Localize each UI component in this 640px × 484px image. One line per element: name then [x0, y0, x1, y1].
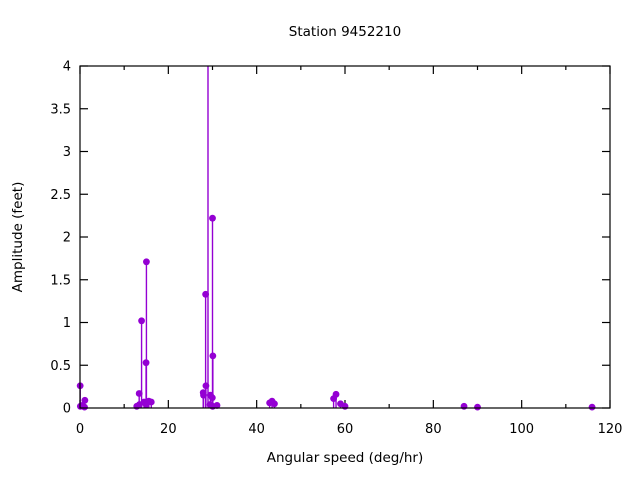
y-tick-label: 2.5 — [50, 188, 71, 203]
data-point — [213, 402, 221, 409]
data-point — [143, 258, 150, 266]
y-tick-label: 1 — [63, 316, 71, 331]
data-point — [147, 398, 155, 406]
x-tick-label: 60 — [337, 422, 354, 437]
axis-tick-labels: 0 20 40 60 80 100 120 0 0.5 1 1.5 2 2.5 3 3.5 4 — [50, 60, 622, 438]
data-point — [474, 403, 481, 411]
x-tick-label: 80 — [425, 422, 442, 437]
y-tick-label: 4 — [63, 60, 71, 75]
y-tick-label: 0.5 — [50, 359, 71, 374]
x-tick-label: 40 — [248, 422, 265, 437]
y-axis-label: Amplitude (feet) — [10, 182, 26, 293]
data-point — [271, 400, 278, 408]
x-tick-label: 20 — [160, 422, 177, 437]
plot-border — [79, 65, 611, 409]
data-point — [588, 403, 596, 411]
data-point — [138, 317, 145, 325]
x-axis-label: Angular speed (deg/hr) — [267, 450, 424, 466]
y-tick-label: 3.5 — [50, 102, 71, 117]
x-tick-label: 120 — [598, 422, 623, 437]
data-point — [460, 402, 468, 410]
y-tick-label: 2 — [63, 231, 71, 246]
x-tick-label: 0 — [76, 422, 84, 437]
data-point — [332, 390, 340, 398]
data-point — [81, 396, 89, 404]
axis-ticks — [79, 65, 611, 409]
data-point — [341, 402, 349, 410]
data-point — [209, 352, 217, 360]
data-point — [209, 214, 216, 222]
y-tick-label: 0 — [63, 402, 71, 417]
chart-title: Station 9452210 — [289, 24, 401, 40]
x-tick-label: 100 — [509, 422, 534, 437]
y-tick-label: 1.5 — [50, 273, 71, 288]
y-tick-label: 3 — [63, 145, 71, 160]
data-stems — [76, 66, 596, 411]
